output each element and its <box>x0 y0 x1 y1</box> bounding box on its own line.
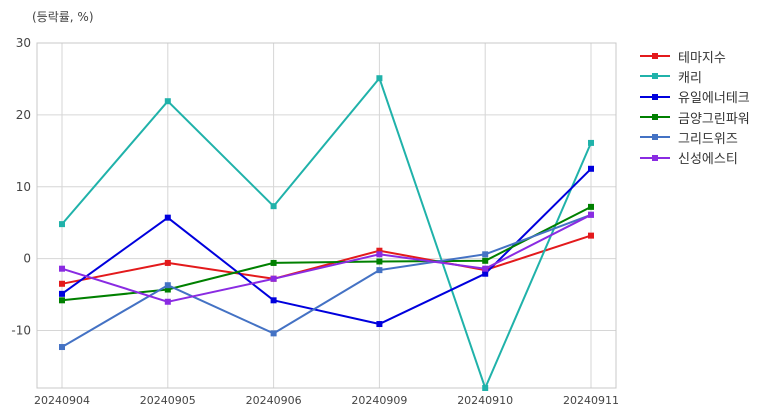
data-point <box>588 203 594 210</box>
series-6 <box>59 211 594 305</box>
data-point <box>59 290 65 297</box>
legend-item: 그리드위즈 <box>640 127 750 147</box>
legend-swatch-marker <box>652 93 658 100</box>
data-point <box>164 259 171 266</box>
data-point <box>482 265 489 272</box>
data-point <box>164 214 171 221</box>
legend-label: 캐리 <box>678 70 702 86</box>
y-tick-label: -10 <box>11 324 31 338</box>
legend-swatch <box>640 131 670 143</box>
data-point <box>59 344 65 351</box>
plot-frame <box>36 42 617 389</box>
data-point <box>59 280 65 287</box>
series-line <box>61 77 592 389</box>
data-point <box>164 286 171 293</box>
x-tick-label: 20240906 <box>246 394 302 407</box>
legend-item: 신성에스티 <box>640 147 750 167</box>
legend-swatch <box>640 91 670 103</box>
x-tick-label: 20240905 <box>140 394 196 407</box>
data-point <box>270 275 277 282</box>
data-point <box>588 232 594 239</box>
data-point <box>482 270 489 277</box>
data-point <box>376 75 383 82</box>
legend-swatch <box>640 111 670 123</box>
data-point <box>588 139 594 146</box>
data-point <box>270 259 277 266</box>
series-line <box>61 213 592 303</box>
data-point <box>270 330 277 337</box>
data-point <box>376 267 383 274</box>
data-point <box>482 257 489 264</box>
series-5 <box>59 211 594 351</box>
data-point <box>482 385 489 391</box>
series-line <box>61 168 592 325</box>
data-point <box>376 258 383 265</box>
y-tick-label: 20 <box>16 108 31 122</box>
y-tick-label: 30 <box>16 36 31 50</box>
legend-label: 그리드위즈 <box>678 131 738 147</box>
data-point <box>376 247 383 254</box>
legend-label: 테마지수 <box>678 50 726 66</box>
data-point <box>376 321 383 328</box>
data-point <box>164 98 171 105</box>
data-point <box>588 211 594 218</box>
x-tick-label: 20240909 <box>351 394 407 407</box>
legend-swatch-marker <box>652 114 658 121</box>
legend-swatch <box>640 50 670 62</box>
data-point <box>59 265 65 272</box>
data-point <box>164 298 171 305</box>
series-1 <box>59 232 594 287</box>
data-point <box>164 282 171 289</box>
x-tick-label: 20240911 <box>563 394 619 407</box>
series-line <box>61 234 592 285</box>
series-2 <box>59 75 594 391</box>
legend-label: 금양그린파워 <box>678 111 750 127</box>
y-tick-label: 10 <box>16 180 31 194</box>
legend-swatch <box>640 152 670 164</box>
data-point <box>376 251 383 258</box>
data-point <box>270 203 277 210</box>
data-point <box>588 165 594 172</box>
legend-item: 유일에너테크 <box>640 87 750 107</box>
unit-label: (등락률, %) <box>32 10 94 24</box>
legend-swatch-marker <box>652 154 658 161</box>
legend-item: 테마지수 <box>640 46 750 66</box>
legend-swatch-marker <box>652 53 658 60</box>
data-point <box>270 297 277 304</box>
data-point <box>59 221 65 228</box>
legend-label: 신성에스티 <box>678 152 738 168</box>
legend-label: 유일에너테크 <box>678 91 750 107</box>
x-tick-label: 20240904 <box>34 394 90 407</box>
series-4 <box>59 203 594 304</box>
data-point <box>482 251 489 258</box>
legend-swatch-marker <box>652 134 658 141</box>
y-tick-label: 0 <box>23 252 31 266</box>
legend-swatch <box>640 70 670 82</box>
series-3 <box>59 165 594 328</box>
data-point <box>59 297 65 304</box>
x-tick-label: 20240910 <box>457 394 513 407</box>
legend-swatch-marker <box>652 73 658 80</box>
series-line <box>61 206 592 302</box>
legend-item: 금양그린파워 <box>640 107 750 127</box>
legend-item: 캐리 <box>640 66 750 86</box>
